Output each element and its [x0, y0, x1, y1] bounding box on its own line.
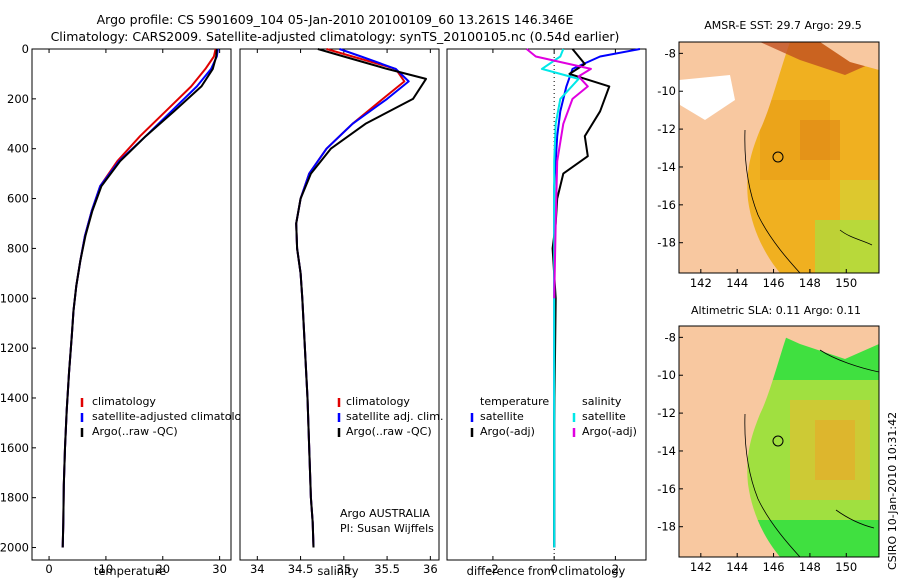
- legend-label-satellite: satellite adj. clim.: [346, 410, 443, 423]
- lon-tick-label: 142: [690, 276, 712, 290]
- legend-heading-salinity: salinity: [582, 395, 622, 408]
- figure-title-line2: Climatology: CARS2009. Satellite-adjuste…: [51, 29, 620, 44]
- sla-map-title: Altimetric SLA: 0.11 Argo: 0.11: [691, 304, 861, 317]
- y-tick-label: 2000: [0, 541, 29, 555]
- series-line-argo-raw-qc-: [295, 48, 427, 548]
- lon-tick-label: 150: [835, 276, 857, 290]
- salinity-panel: 34 34.5 35 35.5 36 salinity climatology sate…: [239, 48, 443, 578]
- legend-label-argo: Argo(..raw -QC): [346, 425, 432, 438]
- salinity-xlabel: salinity: [317, 564, 358, 578]
- sla-map-image: [679, 326, 879, 557]
- lat-tick-label: -12: [657, 406, 676, 420]
- x-tick-label: 20: [155, 562, 170, 576]
- legend-label-s-argo: Argo(-adj): [582, 425, 637, 438]
- y-tick-label: 1800: [0, 491, 29, 505]
- lon-tick-label: 148: [799, 276, 821, 290]
- lat-tick-label: -16: [657, 482, 676, 496]
- sla-map-lon-axis: 142 144 146 148 150: [690, 553, 857, 574]
- y-tick-label: 1400: [0, 391, 29, 405]
- lat-tick-label: -8: [665, 46, 676, 60]
- legend-label-satellite: satellite-adjusted climatology: [92, 410, 255, 423]
- figure-title-line1: Argo profile: CS 5901609_104 05-Jan-2010…: [97, 12, 574, 27]
- lat-tick-label: -18: [657, 236, 676, 250]
- y-tick-label: 0: [22, 42, 29, 56]
- y-tick-label: 200: [7, 92, 29, 106]
- temperature-x-axis: 0 10 20 30: [45, 49, 227, 576]
- lat-tick-label: -10: [657, 84, 676, 98]
- temperature-legend: climatology satellite-adjusted climatolo…: [80, 395, 255, 438]
- lon-tick-label: 144: [726, 276, 748, 290]
- y-tick-label: 1000: [0, 291, 29, 305]
- legend-label-t-satellite: satellite: [480, 410, 524, 423]
- legend-label-climatology: climatology: [346, 395, 410, 408]
- difference-legend: temperature satellite Argo(-adj) salinit…: [470, 395, 637, 438]
- lat-tick-label: -18: [657, 520, 676, 534]
- lon-tick-label: 146: [763, 276, 785, 290]
- lat-tick-label: -10: [657, 368, 676, 382]
- x-tick-label: 0: [45, 562, 52, 576]
- y-tick-label: 1200: [0, 341, 29, 355]
- legend-label-s-satellite: satellite: [582, 410, 626, 423]
- salinity-series: [295, 48, 427, 548]
- sst-map-lat-axis: -8 -10 -12 -14 -16 -18: [657, 46, 683, 250]
- lon-tick-label: 144: [726, 560, 748, 574]
- annotation-argo-australia: Argo AUSTRALIA: [340, 507, 430, 520]
- y-tick-label: 600: [7, 192, 29, 206]
- sst-map-lon-axis: 142 144 146 148 150: [690, 269, 857, 290]
- argo-float-marker: [772, 435, 784, 447]
- difference-x-axis: -2 0 2: [487, 49, 619, 576]
- legend-label-climatology: climatology: [92, 395, 156, 408]
- sst-map-image: [679, 42, 879, 273]
- legend-label-argo: Argo(..raw -QC): [92, 425, 178, 438]
- x-tick-label: 34: [250, 562, 265, 576]
- argo-float-marker: [772, 151, 784, 163]
- temperature-xlabel: temperature: [94, 564, 166, 578]
- lon-tick-label: 148: [799, 560, 821, 574]
- sst-map-panel: AMSR-E SST: 29.7 Argo: 29.5 -8-10-12-14-…: [657, 19, 880, 290]
- x-tick-label: 36: [423, 562, 438, 576]
- temperature-series: [61, 48, 219, 548]
- x-tick-label: -2: [487, 562, 498, 576]
- sla-map-panel: Altimetric SLA: 0.11 Argo: 0.11 -8 -10 -12…: [657, 304, 880, 574]
- annotation-pi: PI: Susan Wijffels: [340, 522, 434, 535]
- salinity-x-axis: 34 34.5 35 35.5 36: [250, 49, 438, 576]
- difference-xlabel: difference from climatology: [467, 564, 626, 578]
- difference-series: [525, 48, 641, 548]
- legend-label-t-argo: Argo(-adj): [480, 425, 535, 438]
- lat-tick-label: -16: [657, 198, 676, 212]
- depth-axis: 0 200 400 600 800 1000 1200 1400 1600 1800 2000: [0, 42, 36, 555]
- temperature-panel: 0 200 400 600 800 1000 1200 1400 1600 1800 2000 0 1…: [0, 42, 255, 578]
- sst-map-title: AMSR-E SST: 29.7 Argo: 29.5: [704, 19, 862, 32]
- salinity-axes-box: [239, 48, 440, 561]
- series-line-argo-raw-qc-: [61, 48, 218, 548]
- csiro-stamp: CSIRO 10-Jan-2010 10:31:42: [886, 412, 899, 570]
- legend-heading-temperature: temperature: [480, 395, 549, 408]
- x-tick-label: 35.5: [374, 562, 400, 576]
- lon-tick-label: 146: [763, 560, 785, 574]
- y-tick-label: 400: [7, 142, 29, 156]
- lat-tick-label: -14: [657, 160, 676, 174]
- x-tick-label: 2: [612, 562, 619, 576]
- sla-map-lat-axis: -8 -10 -12 -14 -16 -18: [657, 330, 683, 534]
- lat-tick-label: -14: [657, 444, 676, 458]
- y-tick-label: 1600: [0, 441, 29, 455]
- lat-tick-label: -8: [665, 330, 676, 344]
- temperature-axes-box: [31, 48, 232, 561]
- x-tick-label: 30: [212, 562, 227, 576]
- lon-tick-label: 150: [835, 560, 857, 574]
- salinity-legend: climatology satellite adj. clim. Argo(..…: [337, 395, 443, 438]
- x-tick-label: 34.5: [288, 562, 314, 576]
- x-tick-label: 0: [550, 562, 557, 576]
- x-tick-label: 10: [99, 562, 114, 576]
- lat-tick-label: -12: [657, 122, 676, 136]
- x-tick-label: 35: [337, 562, 352, 576]
- series-line-argo-adj-: [525, 48, 592, 299]
- difference-axes-box: [446, 48, 647, 561]
- difference-panel: -2 0 2 difference from climatology tempera…: [446, 48, 647, 578]
- lon-tick-label: 142: [690, 560, 712, 574]
- y-tick-label: 800: [7, 241, 29, 255]
